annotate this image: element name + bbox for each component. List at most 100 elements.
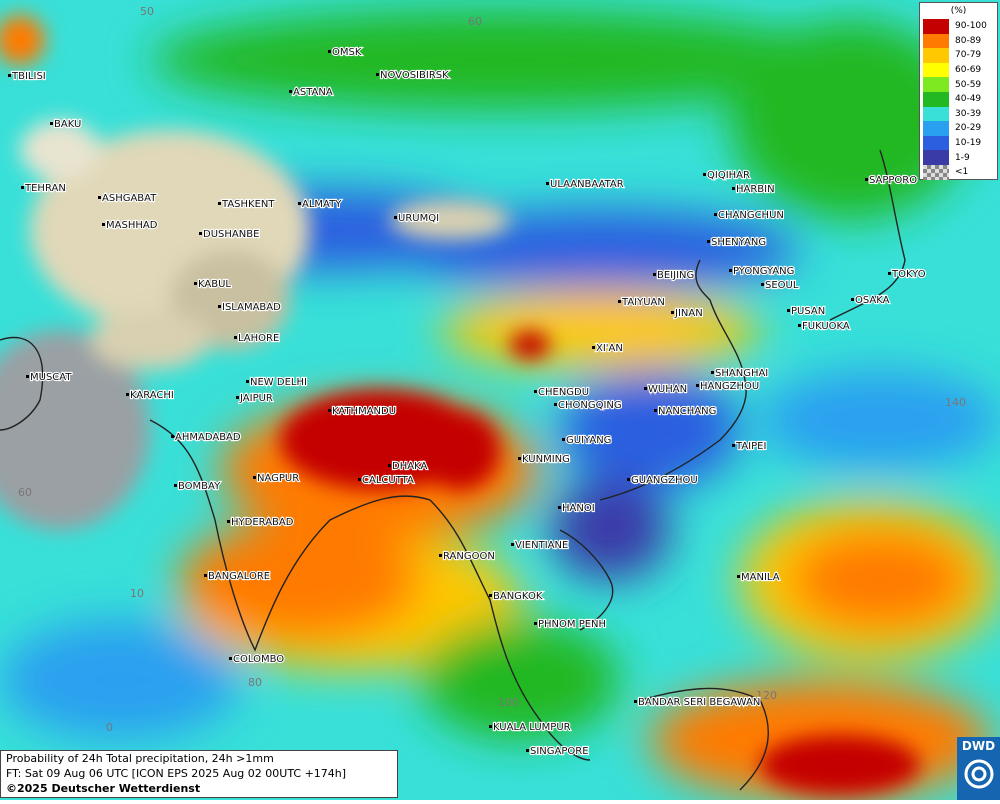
city-label: TAIPEI: [735, 441, 766, 452]
city-label: LAHORE: [238, 333, 279, 344]
city-marker: [394, 216, 397, 219]
city-marker: [218, 202, 221, 205]
city-marker: [562, 438, 565, 441]
graticule-label: 140: [945, 396, 966, 409]
city-label: ASHGABAT: [102, 193, 157, 204]
city-marker: [194, 282, 197, 285]
city-label: MASHHAD: [106, 220, 158, 231]
graticule-label: 100: [498, 696, 519, 709]
city-label: XI'AN: [596, 343, 623, 354]
city-marker: [289, 90, 292, 93]
city-label: SHENYANG: [711, 237, 766, 248]
city-label: TAIYUAN: [621, 297, 665, 308]
city-marker: [511, 543, 514, 546]
city-marker: [534, 622, 537, 625]
city-label: OMSK: [332, 47, 362, 58]
city-marker: [627, 478, 630, 481]
city-label: NOVOSIBIRSK: [380, 70, 449, 81]
city-label: SEOUL: [765, 280, 799, 291]
city-marker: [98, 196, 101, 199]
city-label: KARACHI: [130, 390, 174, 401]
city-label: KABUL: [198, 279, 231, 290]
legend-swatch: [923, 77, 949, 92]
city-marker: [526, 749, 529, 752]
city-label: DHAKA: [392, 461, 427, 472]
city-label: BEIJING: [657, 270, 694, 281]
city-label: KUALA LUMPUR: [493, 722, 571, 733]
city-marker: [227, 520, 230, 523]
info-box: Probability of 24h Total precipitation, …: [0, 750, 398, 798]
high-precip: [0, 15, 920, 795]
city-marker: [328, 409, 331, 412]
city-label: OSAKA: [855, 295, 890, 306]
legend-label: 20-29: [955, 123, 982, 134]
legend-swatch: [923, 33, 949, 49]
city-label: GUIYANG: [566, 435, 611, 446]
legend-item: 80-89: [920, 33, 997, 49]
legend-label: 50-59: [955, 79, 982, 90]
city-label: ISLAMABAD: [222, 302, 281, 313]
city-marker: [50, 122, 53, 125]
city-label: ALMATY: [302, 199, 342, 210]
legend-item: 90-100: [920, 19, 997, 34]
city-label: AHMADABAD: [175, 432, 241, 443]
legend-swatch: [923, 62, 949, 78]
legend-swatch: [923, 48, 949, 63]
city-label: VIENTIANE: [515, 540, 568, 551]
city-marker: [703, 173, 706, 176]
graticule-label: 80: [248, 676, 262, 689]
city-marker: [534, 390, 537, 393]
graticule-label: 50: [140, 5, 154, 18]
city-marker: [865, 178, 868, 181]
city-label: CALCUTTA: [362, 475, 414, 486]
city-marker: [671, 311, 674, 314]
city-label: SAPPORO: [869, 175, 917, 186]
city-marker: [376, 73, 379, 76]
info-line: ©2025 Deutscher Wetterdienst: [6, 782, 201, 795]
city-marker: [798, 324, 801, 327]
city-label: NAGPUR: [257, 473, 299, 484]
legend-swatch: [923, 91, 949, 107]
legend-label: 40-49: [955, 94, 982, 105]
city-label: CHENGDU: [538, 387, 589, 398]
city-label: BANGKOK: [493, 591, 543, 602]
info-line: Probability of 24h Total precipitation, …: [6, 752, 274, 765]
city-label: BOMBAY: [178, 481, 221, 492]
legend-item: 70-79: [920, 48, 997, 63]
city-label: PHNOM PENH: [538, 619, 606, 630]
city-label: KATHMANDU: [332, 406, 396, 417]
city-marker: [204, 574, 207, 577]
city-label: TOKYO: [891, 269, 926, 280]
graticule-label: 120: [756, 689, 777, 702]
city-marker: [236, 396, 239, 399]
city-label: BANDAR SERI BEGAWAN: [638, 697, 760, 708]
legend-item: 50-59: [920, 77, 997, 92]
city-marker: [328, 50, 331, 53]
legend-item: 1-9: [920, 150, 997, 165]
city-marker: [246, 380, 249, 383]
legend-swatch: [923, 106, 949, 122]
city-marker: [21, 186, 24, 189]
city-marker: [644, 387, 647, 390]
city-marker: [851, 298, 854, 301]
city-marker: [737, 575, 740, 578]
legend-swatch: [923, 150, 949, 165]
city-marker: [174, 484, 177, 487]
city-marker: [439, 554, 442, 557]
city-label: HANOI: [562, 503, 595, 514]
city-label: BANGALORE: [208, 571, 270, 582]
legend-label: 30-39: [955, 108, 982, 119]
city-label: TASHKENT: [221, 199, 275, 210]
city-label: MUSCAT: [30, 372, 72, 383]
city-marker: [654, 409, 657, 412]
city-label: GUANGZHOU: [631, 475, 698, 486]
city-marker: [358, 478, 361, 481]
legend-label: 70-79: [955, 50, 982, 61]
city-label: ULAANBAATAR: [550, 179, 624, 190]
legend-label: 60-69: [955, 65, 982, 76]
city-marker: [388, 464, 391, 467]
city-label: QIQIHAR: [707, 170, 750, 181]
city-label: JAIPUR: [239, 393, 273, 404]
legend-label: 80-89: [955, 35, 982, 46]
